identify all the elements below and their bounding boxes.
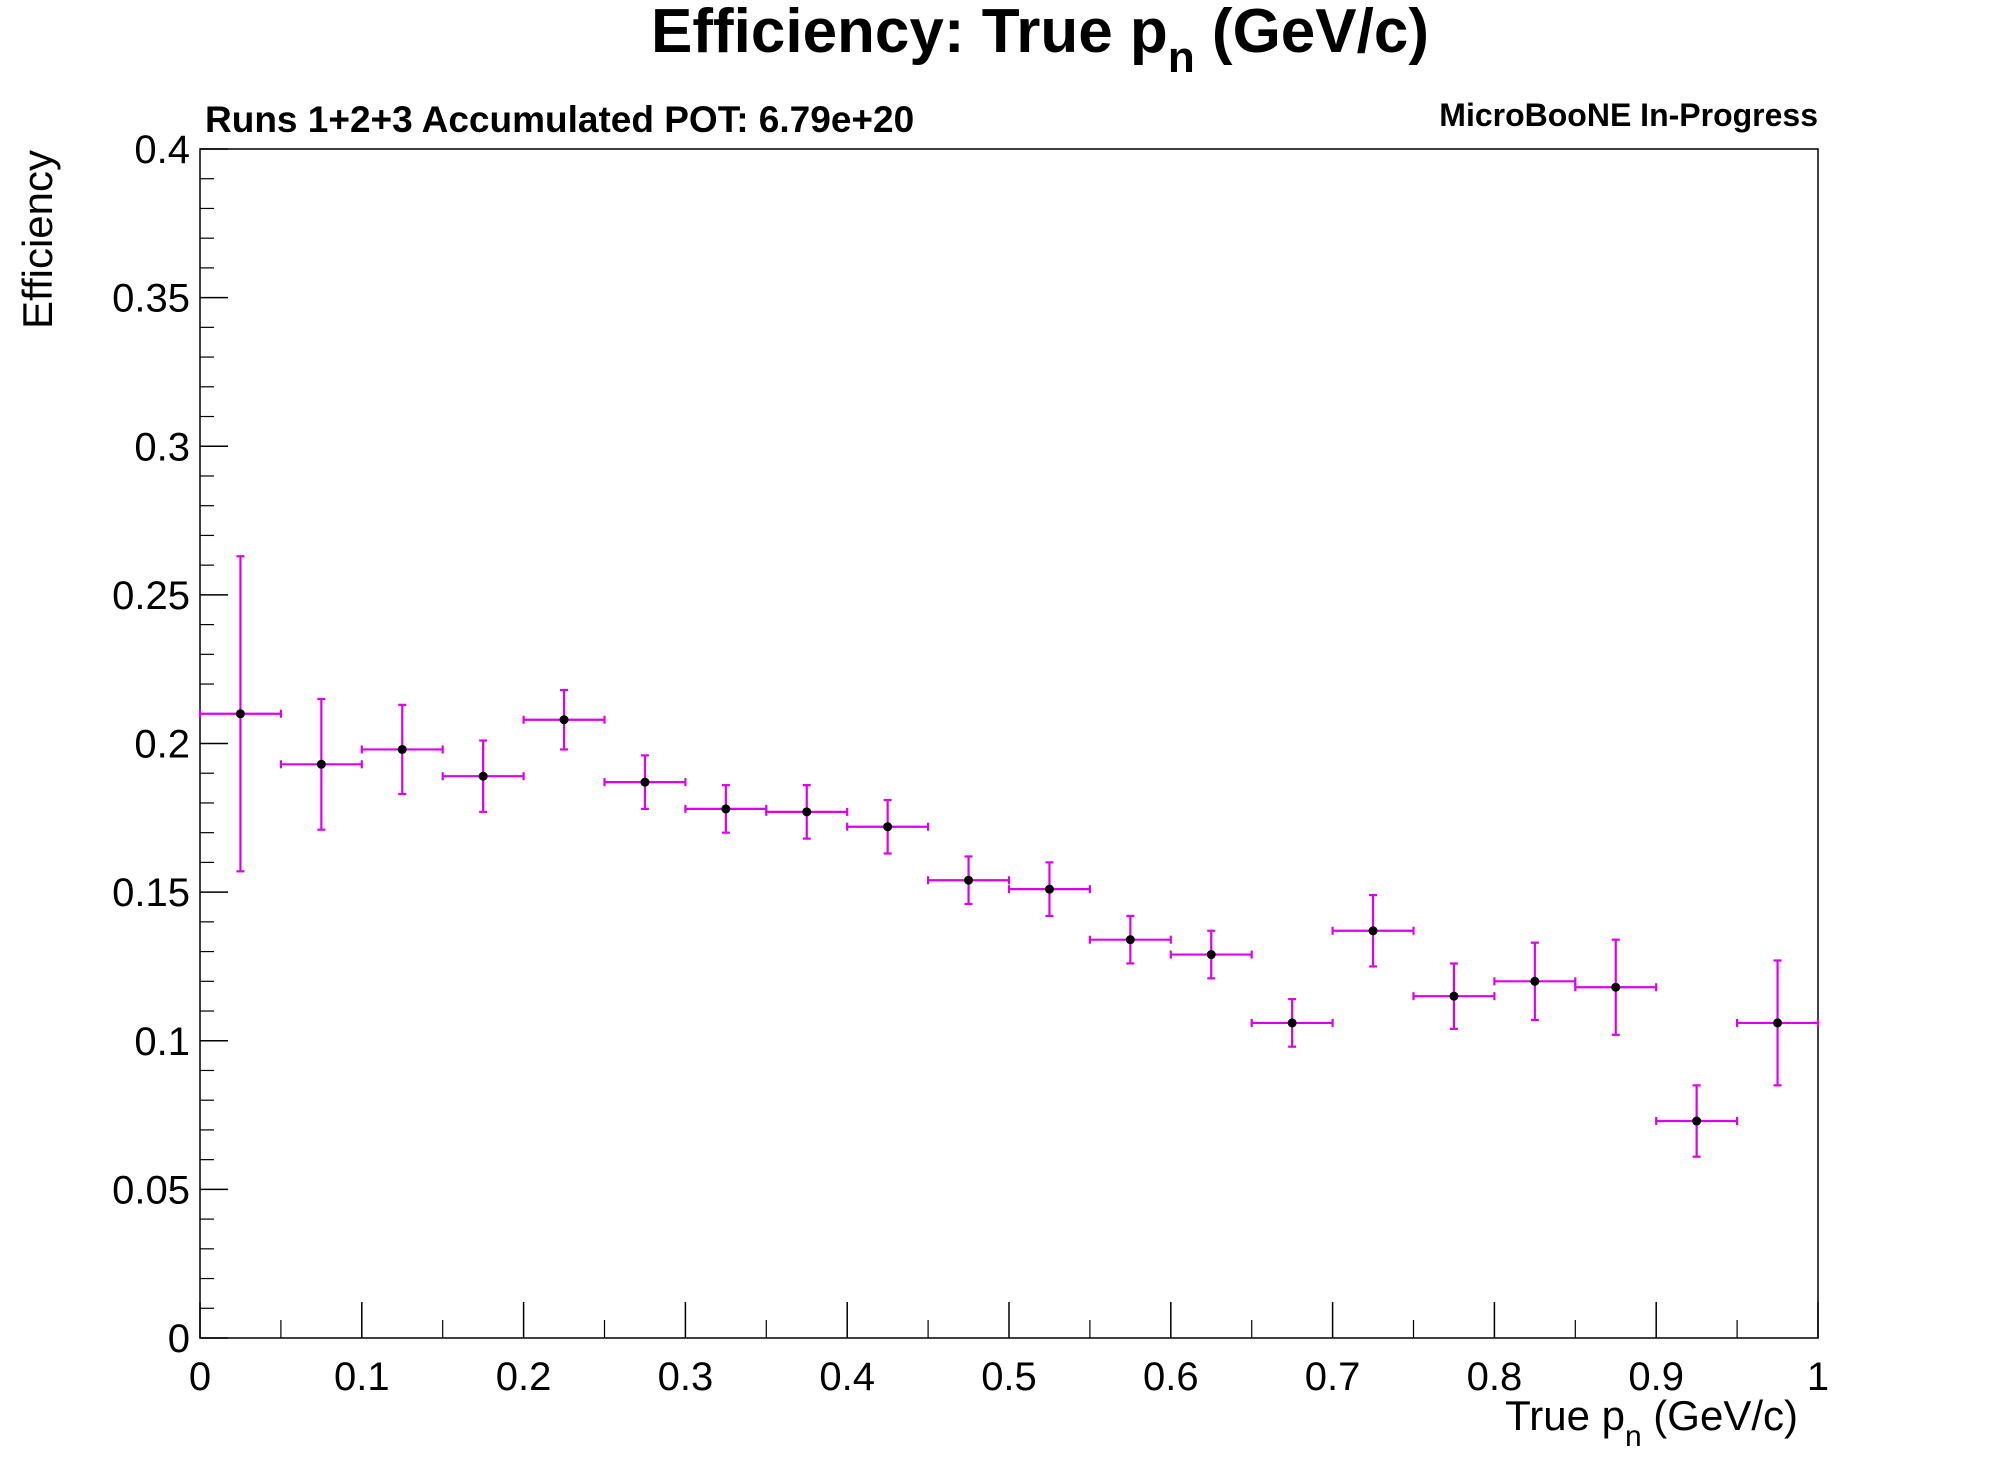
- x-tick-label: 0.4: [819, 1355, 875, 1399]
- data-marker: [316, 759, 326, 769]
- data-point: [441, 739, 525, 813]
- chart-title-subscript: n: [1168, 33, 1195, 82]
- data-point: [1735, 959, 1820, 1087]
- data-point: [1655, 1084, 1739, 1158]
- y-tick-label: 0.15: [112, 871, 190, 915]
- data-marker: [802, 807, 812, 817]
- chart-subtitle-left: Runs 1+2+3 Accumulated POT: 6.79e+20: [205, 99, 914, 140]
- data-point: [198, 555, 282, 873]
- data-point: [1493, 941, 1577, 1022]
- data-point: [1007, 861, 1092, 918]
- chart-title-tail: (GeV/c): [1195, 0, 1429, 66]
- x-tick-label: 0: [189, 1355, 211, 1399]
- x-tick-label: 0.3: [658, 1355, 714, 1399]
- y-tick-label: 0.3: [134, 425, 190, 469]
- data-point: [360, 703, 444, 796]
- data-point: [279, 697, 363, 831]
- data-point: [765, 784, 849, 840]
- x-axis: 0 0.1 0.2 0.3 0.4 0.5 0.6 0.7 0.8 0.9 1: [189, 1302, 1829, 1399]
- data-marker: [1611, 982, 1621, 992]
- y-tick-label: 0.4: [134, 128, 190, 172]
- data-point: [1574, 938, 1658, 1036]
- data-marker: [1287, 1018, 1297, 1028]
- data-marker: [1206, 950, 1216, 960]
- x-axis-label-main: True p: [1505, 1392, 1625, 1439]
- data-marker: [721, 804, 731, 814]
- x-axis-label-subscript: n: [1625, 1420, 1642, 1453]
- data-marker: [640, 777, 650, 787]
- data-point: [603, 754, 687, 810]
- y-tick-label: 0.25: [112, 574, 190, 618]
- y-tick-label: 0: [168, 1317, 190, 1361]
- data-marker: [1449, 991, 1459, 1001]
- y-tick-label: 0.1: [134, 1020, 190, 1064]
- x-tick-label: 0.6: [1143, 1355, 1199, 1399]
- data-point: [926, 855, 1011, 906]
- data-point: [1250, 998, 1334, 1048]
- data-point: [522, 688, 606, 751]
- data-marker: [1773, 1018, 1783, 1028]
- plot-frame: [199, 148, 1819, 1339]
- chart-subtitle-right: MicroBooNE In-Progress: [1439, 97, 1818, 133]
- x-tick-label: 0.5: [981, 1355, 1037, 1399]
- data-marker: [1530, 976, 1540, 986]
- data-marker: [478, 771, 488, 781]
- data-marker: [397, 744, 407, 754]
- x-tick-label: 0.8: [1467, 1355, 1523, 1399]
- chart-title-main: Efficiency: True p: [651, 0, 1168, 66]
- x-axis-label-tail: (GeV/c): [1642, 1392, 1798, 1439]
- data-point: [1331, 893, 1415, 968]
- data-point: [684, 784, 768, 834]
- data-point: [1412, 962, 1496, 1030]
- data-marker: [235, 709, 245, 719]
- data-point: [1088, 914, 1172, 965]
- x-tick-label: 0.2: [496, 1355, 552, 1399]
- y-axis: 0 0.05 0.1 0.15 0.2 0.25 0.3 0.35 0.4: [112, 128, 228, 1361]
- chart-title: Efficiency: True pn (GeV/c): [651, 0, 1429, 82]
- y-tick-label: 0.2: [134, 723, 190, 767]
- y-tick-label: 0.35: [112, 277, 190, 321]
- data-marker: [1044, 884, 1054, 894]
- data-marker: [964, 875, 974, 885]
- x-tick-label: 0.9: [1628, 1355, 1684, 1399]
- data-marker: [1368, 926, 1378, 936]
- data-marker: [1692, 1116, 1702, 1126]
- y-tick-label: 0.05: [112, 1168, 190, 1212]
- data-point: [846, 798, 930, 855]
- x-tick-label: 0.1: [334, 1355, 390, 1399]
- x-tick-label: 1: [1807, 1355, 1829, 1399]
- x-tick-label: 0.7: [1305, 1355, 1361, 1399]
- y-axis-label: Efficiency: [14, 150, 61, 329]
- x-axis-label: True pn (GeV/c): [1505, 1392, 1798, 1453]
- data-point: [1169, 929, 1253, 980]
- data-marker: [883, 822, 893, 832]
- efficiency-series: [198, 555, 1820, 1158]
- data-marker: [1125, 935, 1135, 945]
- data-marker: [559, 715, 569, 725]
